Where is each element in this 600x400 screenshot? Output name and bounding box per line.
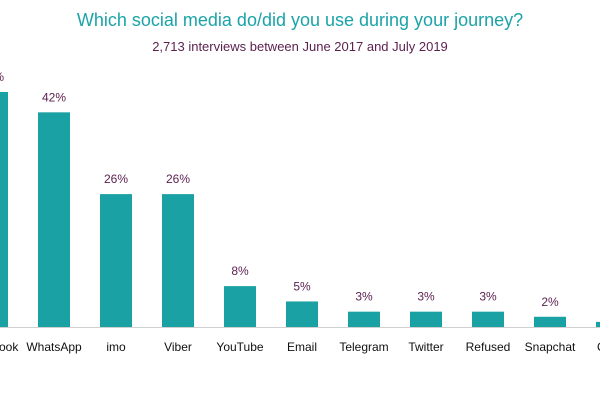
bar-youtube	[224, 286, 256, 327]
bar-other	[596, 321, 600, 327]
category-labels-group: Facebook WhatsApp imo Viber YouTube Email Tele…	[0, 340, 600, 354]
bar-viber	[162, 194, 194, 327]
data-label-snapchat: 2%	[541, 295, 559, 309]
category-label-imo: imo	[106, 340, 126, 354]
bar-twitter	[410, 311, 442, 327]
category-label-viber: Viber	[164, 340, 192, 354]
bars-group	[0, 92, 600, 327]
data-label-whatsapp: 42%	[42, 90, 66, 104]
data-label-twitter: 3%	[417, 290, 435, 304]
data-label-telegram: 3%	[355, 290, 373, 304]
bar-facebook	[0, 92, 8, 327]
category-label-refused: Refused	[466, 340, 511, 354]
chart-subtitle: 2,713 interviews between June 2017 and J…	[152, 39, 448, 54]
data-label-youtube: 8%	[231, 264, 249, 278]
bar-telegram	[348, 311, 380, 327]
category-label-email: Email	[287, 340, 317, 354]
category-label-twitter: Twitter	[408, 340, 443, 354]
category-label-other: Other	[597, 340, 600, 354]
bar-refused	[472, 311, 504, 327]
bar-email	[286, 301, 318, 327]
category-label-telegram: Telegram	[339, 340, 388, 354]
chart-title: Which social media do/did you use during…	[76, 10, 524, 30]
data-label-imo: 26%	[104, 172, 128, 186]
data-label-viber: 26%	[166, 172, 190, 186]
category-label-facebook: Facebook	[0, 340, 19, 354]
data-label-email: 5%	[293, 279, 311, 293]
category-label-whatsapp: WhatsApp	[26, 340, 82, 354]
data-label-facebook: 56%	[0, 70, 4, 84]
bar-imo	[100, 194, 132, 327]
data-labels-group: 56%42%26%26%8%5%3%3%3%2%1%	[0, 70, 559, 309]
data-label-refused: 3%	[479, 290, 497, 304]
bar-whatsapp	[38, 112, 70, 327]
category-label-youtube: YouTube	[216, 340, 263, 354]
bar-snapchat	[534, 316, 566, 327]
category-label-snapchat: Snapchat	[525, 340, 576, 354]
